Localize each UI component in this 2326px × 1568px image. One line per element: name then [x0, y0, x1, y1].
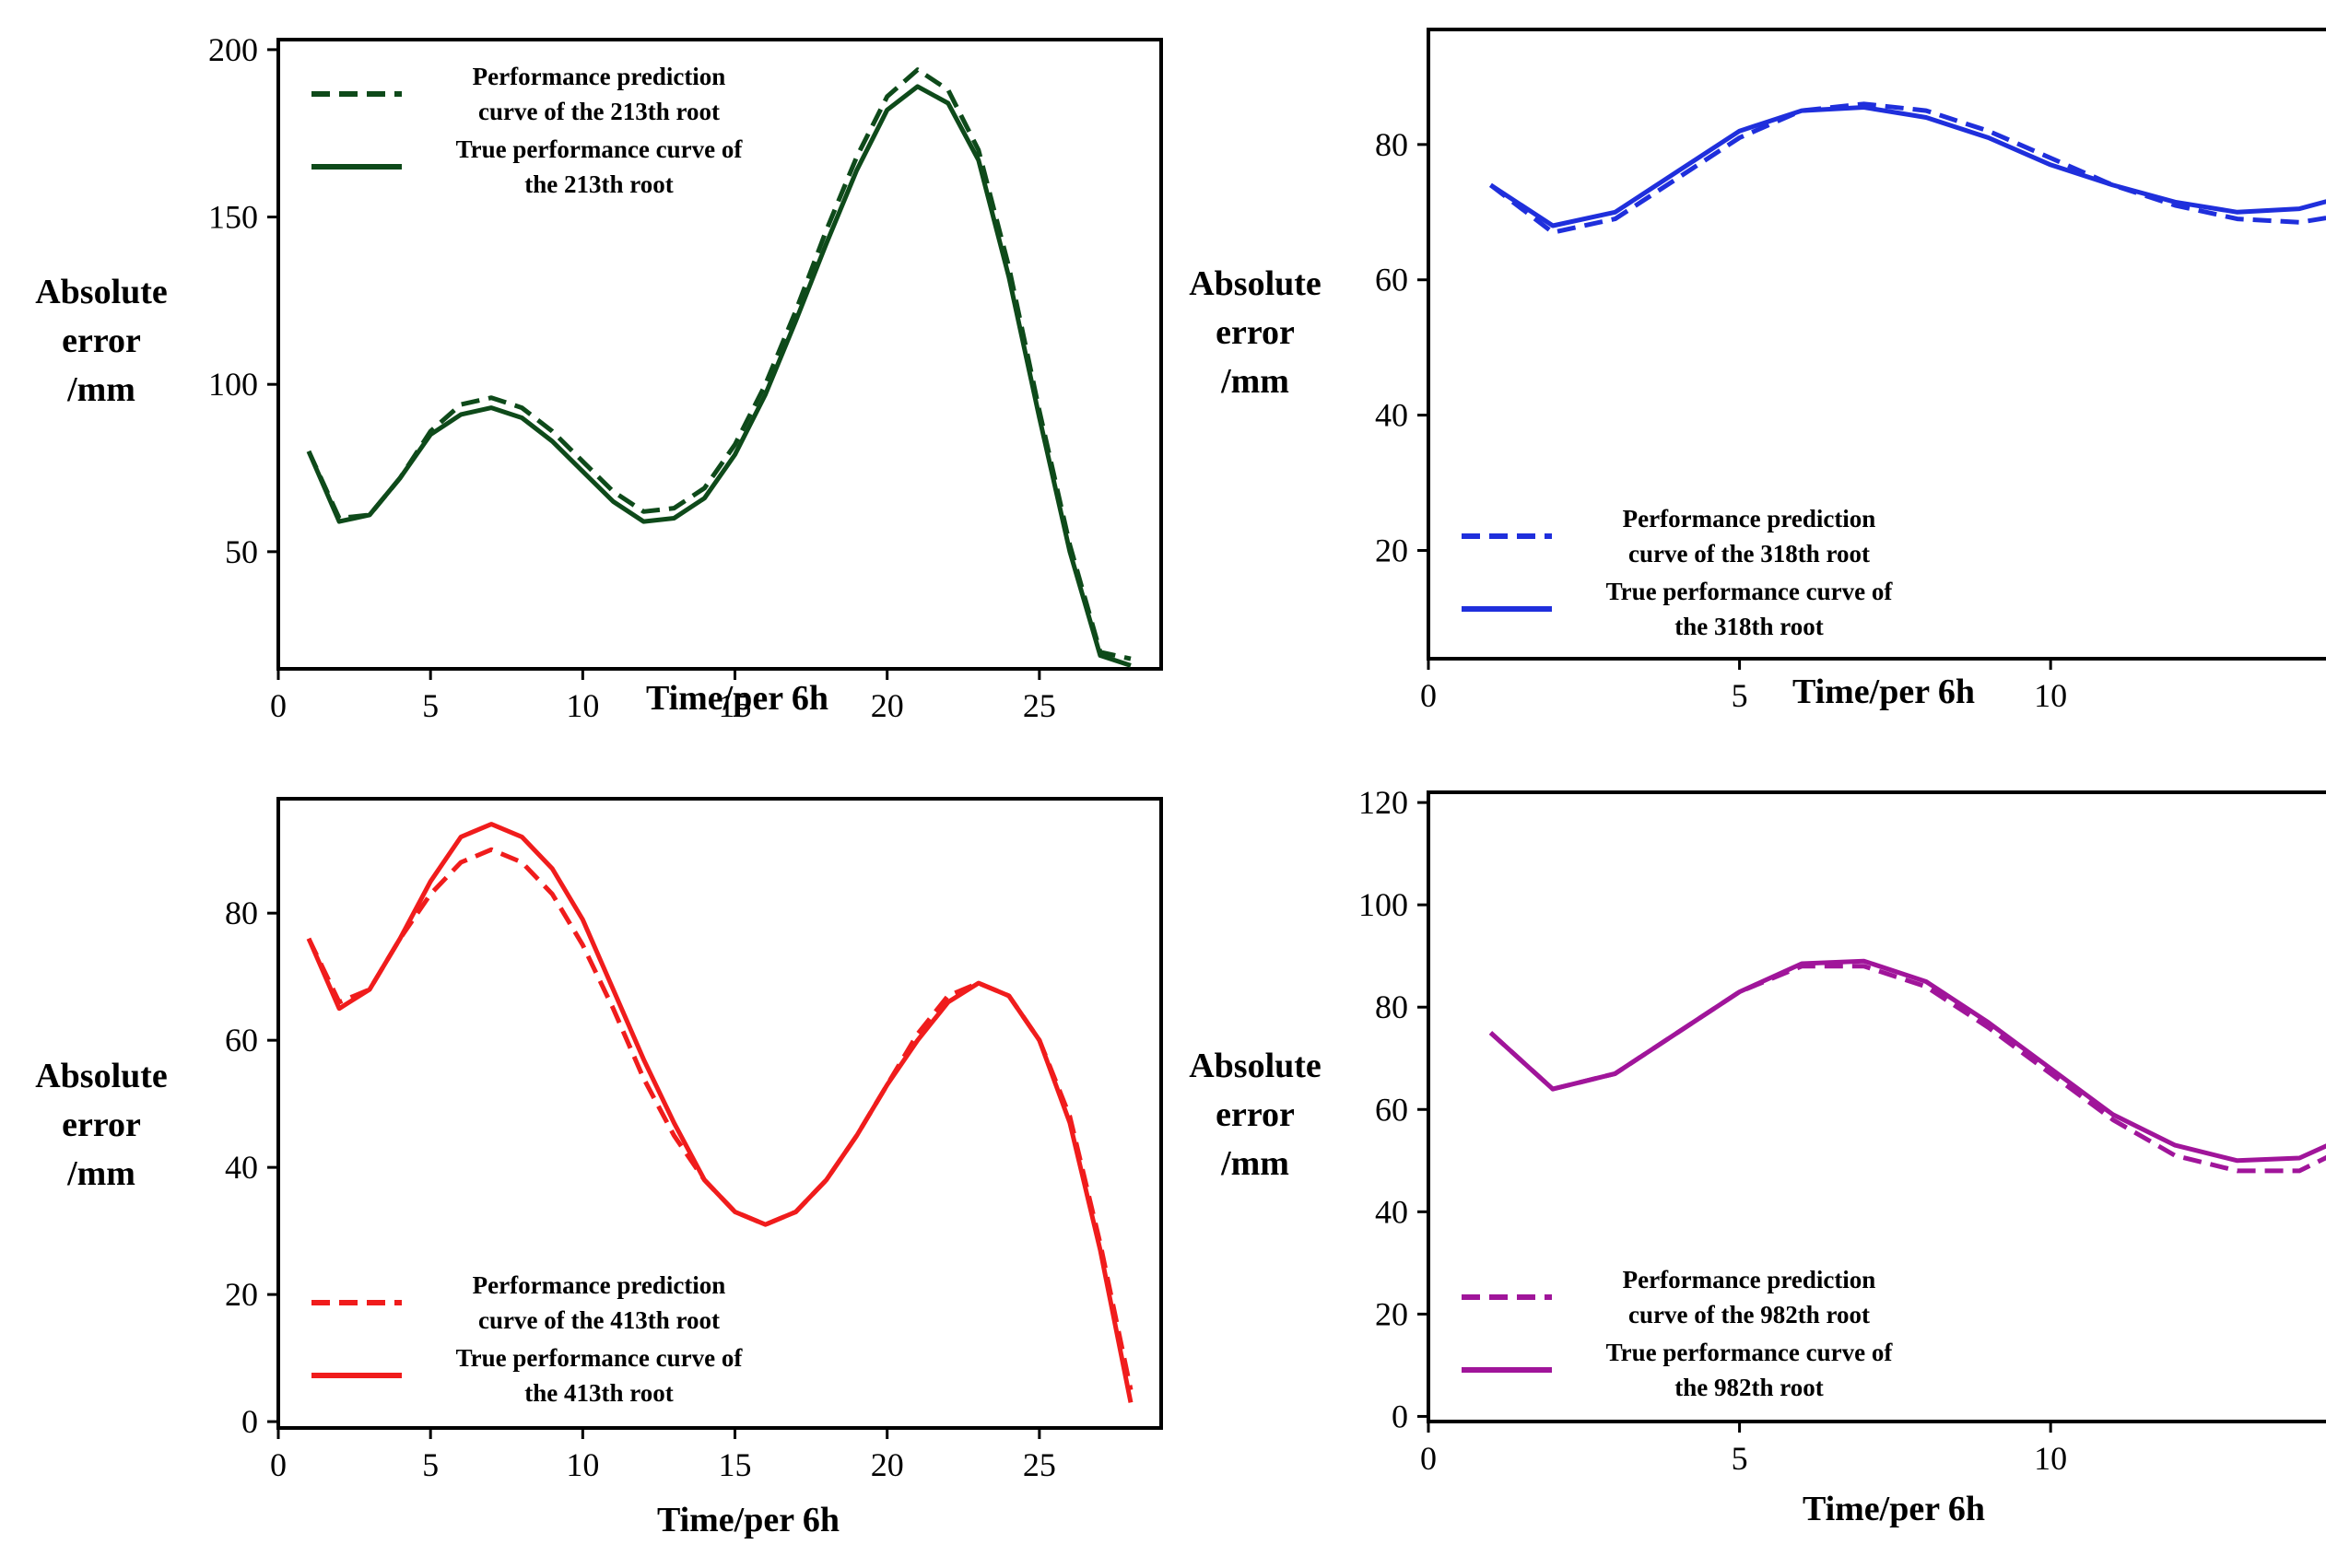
y-tick-label: 50	[225, 533, 258, 570]
x-tick-label: 10	[566, 687, 599, 724]
x-tick-label: 15	[719, 687, 752, 724]
legend-label: the 213th root	[524, 170, 674, 198]
legend-label: the 413th root	[524, 1379, 674, 1407]
y-tick-label: 80	[1375, 126, 1408, 163]
x-tick-label: 5	[422, 687, 439, 724]
x-tick-label: 25	[1023, 687, 1056, 724]
series-line-prediction	[306, 67, 1132, 661]
y-axis-label: error	[1216, 1095, 1295, 1134]
plot-frame	[276, 38, 1163, 671]
y-axis-label: Absolute	[1189, 1047, 1322, 1085]
x-tick-label: 0	[1420, 1440, 1437, 1477]
y-tick-label: 40	[1375, 1193, 1408, 1230]
y-axis-label: Absolute	[1189, 264, 1322, 303]
x-tick-label: 10	[2034, 677, 2067, 714]
y-axis-label: /mm	[1220, 1144, 1289, 1183]
y-axis-label: Absolute	[35, 273, 168, 311]
y-axis-label: /mm	[66, 1154, 135, 1193]
y-tick-label: 40	[1375, 397, 1408, 434]
y-tick-label: 0	[241, 1403, 258, 1440]
legend-label: True performance curve of	[1606, 578, 1894, 605]
x-tick-label: 10	[2034, 1440, 2067, 1477]
chart-panel-3: 0 5 10 15 20 25 0 20 40 60 80 Absolute error/mm Time/…	[35, 797, 1163, 1539]
x-tick-label: 25	[1023, 1446, 1056, 1483]
x-axis-label: Time/per 6h	[657, 1501, 840, 1539]
series-line-true	[1488, 958, 2326, 1164]
x-axis-label: Time/per 6h	[646, 679, 828, 718]
series-line-prediction	[1488, 101, 2326, 235]
x-tick-label: 5	[422, 1446, 439, 1483]
y-tick-label: 40	[225, 1149, 258, 1186]
legend-label: the 318th root	[1674, 613, 1824, 640]
y-tick-label: 100	[1358, 886, 1408, 923]
legend-label: Performance prediction	[473, 63, 726, 90]
y-tick-label: 20	[1375, 532, 1408, 568]
y-tick-label: 200	[208, 31, 258, 68]
y-axis-label: error	[62, 322, 141, 360]
x-axis-label: Time/per 6h	[1792, 673, 1975, 711]
y-tick-label: 150	[208, 199, 258, 236]
y-tick-label: 60	[1375, 1091, 1408, 1128]
y-tick-label: 0	[1392, 1398, 1408, 1434]
y-tick-label: 20	[1375, 1295, 1408, 1332]
chart-panel-1: 0 5 10 15 20 25 50 100 150 200 Absolute error/mm Tim…	[35, 31, 1163, 724]
y-tick-label: 120	[1358, 784, 1408, 821]
y-tick-label: 20	[225, 1276, 258, 1313]
y-tick-label: 60	[225, 1022, 258, 1059]
legend-label: curve of the 413th root	[478, 1306, 720, 1334]
legend-label: True performance curve of	[1606, 1339, 1894, 1366]
x-tick-label: 10	[566, 1446, 599, 1483]
legend-label: Performance prediction	[1623, 505, 1876, 532]
y-axis-label: error	[62, 1106, 141, 1144]
y-tick-label: 80	[225, 895, 258, 931]
series-line-true	[1489, 105, 2326, 228]
y-tick-label: 60	[1375, 262, 1408, 298]
legend-label: True performance curve of	[456, 1344, 744, 1372]
y-axis-label: /mm	[1220, 362, 1289, 401]
x-axis-label: Time/per 6h	[1803, 1490, 1985, 1528]
x-tick-label: 0	[1420, 677, 1437, 714]
y-axis-label: error	[1216, 313, 1295, 352]
legend-label: Performance prediction	[1623, 1266, 1876, 1293]
legend-label: curve of the 982th root	[1628, 1301, 1870, 1328]
legend-label: True performance curve of	[456, 135, 744, 163]
legend-label: Performance prediction	[473, 1271, 726, 1299]
plot-frame	[1427, 790, 2326, 1423]
series-line-true	[306, 822, 1134, 1403]
chart-panel-2: 051015202520406080Absoluteerror/mmTime/p…	[1189, 28, 2326, 714]
plot-frame	[1427, 28, 2326, 661]
x-tick-label: 20	[871, 687, 904, 724]
legend-label: the 982th root	[1674, 1374, 1824, 1401]
series-line-true	[306, 84, 1132, 668]
y-tick-label: 80	[1375, 989, 1408, 1025]
x-tick-label: 0	[270, 1446, 287, 1483]
x-tick-label: 5	[1732, 677, 1748, 714]
x-tick-label: 0	[270, 687, 287, 724]
series-line-prediction	[306, 847, 1134, 1391]
y-axis-label: Absolute	[35, 1057, 168, 1095]
plot-frame	[276, 797, 1163, 1430]
series-line-prediction	[1488, 964, 2326, 1174]
x-tick-label: 20	[871, 1446, 904, 1483]
legend-label: curve of the 318th root	[1628, 540, 1870, 568]
x-tick-label: 5	[1732, 1440, 1748, 1477]
y-axis-label: /mm	[66, 370, 135, 409]
y-tick-label: 100	[208, 366, 258, 403]
legend-label: curve of the 213th root	[478, 98, 720, 125]
chart-panel-4: 0510152025020406080100120Absoluteerror/m…	[1189, 784, 2326, 1528]
x-tick-label: 15	[719, 1446, 752, 1483]
